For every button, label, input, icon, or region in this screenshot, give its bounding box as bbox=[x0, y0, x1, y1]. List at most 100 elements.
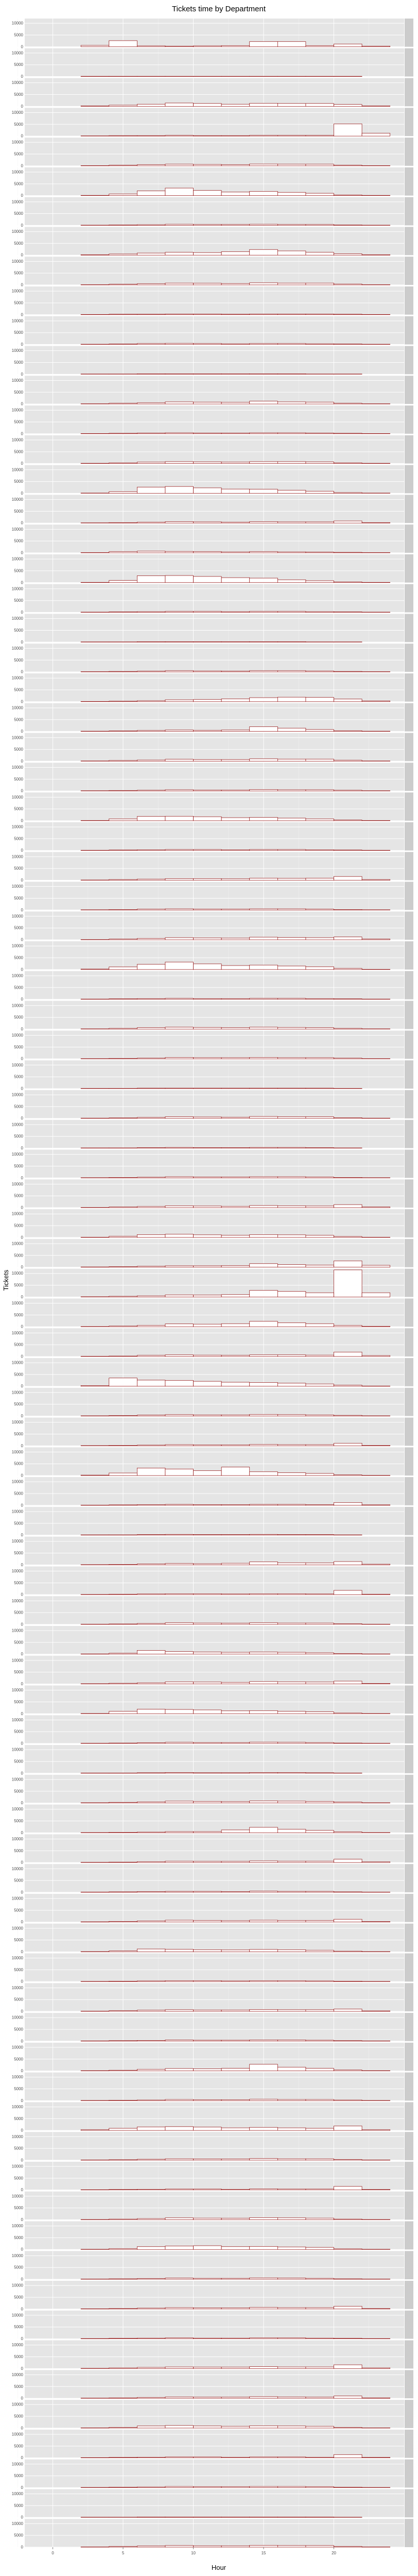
panel-background bbox=[25, 1596, 404, 1624]
histogram-bar bbox=[221, 1861, 250, 1863]
histogram-bar bbox=[137, 2426, 166, 2429]
facet-strip bbox=[405, 1387, 413, 1416]
histogram-bar bbox=[165, 224, 194, 226]
histogram-bar bbox=[277, 579, 306, 583]
y-tick-label: 0 bbox=[21, 1711, 24, 1716]
histogram-bar bbox=[109, 671, 137, 672]
histogram-bar bbox=[249, 1088, 278, 1089]
histogram-bar bbox=[165, 878, 194, 880]
histogram-bar bbox=[249, 163, 278, 166]
histogram-bar bbox=[221, 2009, 250, 2012]
histogram-bar bbox=[305, 252, 334, 256]
histogram-bar bbox=[334, 552, 362, 553]
panel-background bbox=[25, 792, 404, 821]
y-tick-label: 0 bbox=[21, 1473, 24, 1478]
histogram-bar bbox=[334, 760, 362, 761]
histogram-bar bbox=[165, 1831, 194, 1833]
histogram-bar bbox=[305, 2397, 334, 2399]
histogram-bar bbox=[305, 2128, 334, 2131]
histogram-bar bbox=[137, 938, 166, 940]
y-tick-label: 10000 bbox=[12, 1271, 24, 1276]
histogram-bar bbox=[193, 252, 222, 256]
histogram-bar bbox=[305, 1383, 334, 1387]
y-tick-label: 10000 bbox=[12, 1956, 24, 1960]
y-tick-label: 5000 bbox=[14, 1253, 23, 1258]
histogram-bar bbox=[249, 789, 278, 791]
facet-panel: 0 5000 10000 bbox=[12, 1774, 413, 1805]
histogram-bar bbox=[221, 2099, 250, 2101]
histogram-bar bbox=[165, 1414, 194, 1416]
y-tick-label: 5000 bbox=[14, 2354, 23, 2359]
histogram-bar bbox=[193, 1891, 222, 1893]
histogram-bar bbox=[305, 2158, 334, 2161]
panel-background bbox=[25, 2489, 404, 2518]
histogram-bar bbox=[80, 1385, 110, 1387]
panel-background bbox=[25, 971, 404, 999]
panel-background bbox=[25, 1983, 404, 2012]
y-tick-label: 0 bbox=[21, 2336, 24, 2341]
facet-panel: 0 5000 10000 bbox=[12, 2340, 413, 2371]
y-tick-label: 5000 bbox=[14, 1283, 23, 1287]
facet-panel: 0 5000 10000 bbox=[12, 1328, 413, 1359]
histogram-bar bbox=[334, 1415, 362, 1416]
y-tick-label: 5000 bbox=[14, 836, 23, 841]
y-tick-label: 5000 bbox=[14, 2473, 23, 2478]
histogram-bar bbox=[165, 282, 194, 285]
histogram-bar bbox=[249, 726, 278, 732]
histogram-bar bbox=[193, 2217, 222, 2220]
facet-strip bbox=[405, 1120, 413, 1148]
y-tick-label: 10000 bbox=[12, 2045, 24, 2049]
y-tick-label: 0 bbox=[21, 640, 24, 645]
histogram-bar bbox=[193, 730, 222, 732]
histogram-bar bbox=[165, 2278, 194, 2280]
histogram-bar bbox=[165, 2486, 194, 2488]
facet-strip bbox=[405, 1774, 413, 1803]
histogram-bar bbox=[165, 2099, 194, 2101]
y-tick-label: 5000 bbox=[14, 330, 23, 335]
facet-strip bbox=[405, 2072, 413, 2101]
histogram-bar bbox=[334, 1713, 362, 1714]
y-tick-label: 0 bbox=[21, 2217, 24, 2222]
facet-strip bbox=[405, 554, 413, 583]
histogram-bar bbox=[109, 790, 137, 791]
histogram-bar bbox=[305, 1652, 334, 1655]
histogram-bar bbox=[305, 164, 334, 166]
facet-strip bbox=[405, 882, 413, 910]
histogram-bar bbox=[165, 575, 194, 583]
panel-background bbox=[25, 2072, 404, 2101]
y-tick-label: 0 bbox=[21, 1622, 24, 1626]
histogram-bar bbox=[361, 939, 391, 940]
facet-strip bbox=[405, 197, 413, 226]
y-tick-label: 0 bbox=[21, 163, 24, 168]
histogram-bar bbox=[193, 2308, 222, 2310]
histogram-bar bbox=[193, 1980, 222, 1982]
y-tick-label: 5000 bbox=[14, 32, 23, 37]
y-tick-label: 10000 bbox=[12, 1748, 24, 1752]
histogram-bar bbox=[334, 2487, 362, 2488]
facet-strip bbox=[405, 138, 413, 166]
facet-panel: 0 5000 10000 bbox=[12, 197, 413, 228]
y-tick-label: 0 bbox=[21, 967, 24, 972]
y-tick-label: 0 bbox=[21, 1384, 24, 1388]
histogram-bar bbox=[221, 488, 250, 494]
histogram-bar bbox=[277, 1206, 306, 1208]
histogram-bar bbox=[277, 2099, 306, 2101]
histogram-bar bbox=[277, 878, 306, 880]
facet-strip bbox=[405, 1149, 413, 1178]
facet-panel: 0 5000 10000 bbox=[12, 1209, 413, 1240]
panel-background bbox=[25, 882, 404, 910]
y-tick-label: 10000 bbox=[12, 1867, 24, 1871]
histogram-bar bbox=[221, 551, 250, 553]
histogram-bar bbox=[137, 1921, 166, 1923]
facet-strip bbox=[405, 167, 413, 196]
y-tick-label: 10000 bbox=[12, 467, 24, 472]
facet-strip bbox=[405, 2042, 413, 2071]
facet-strip bbox=[405, 1477, 413, 1505]
panel-background bbox=[25, 643, 404, 672]
histogram-bar bbox=[137, 1206, 166, 1208]
panel-background bbox=[25, 2429, 404, 2458]
x-axis-label: Hour bbox=[212, 2564, 227, 2571]
histogram-bar bbox=[277, 41, 306, 47]
panel-background bbox=[25, 1923, 404, 1952]
y-tick-label: 0 bbox=[21, 1801, 24, 1805]
